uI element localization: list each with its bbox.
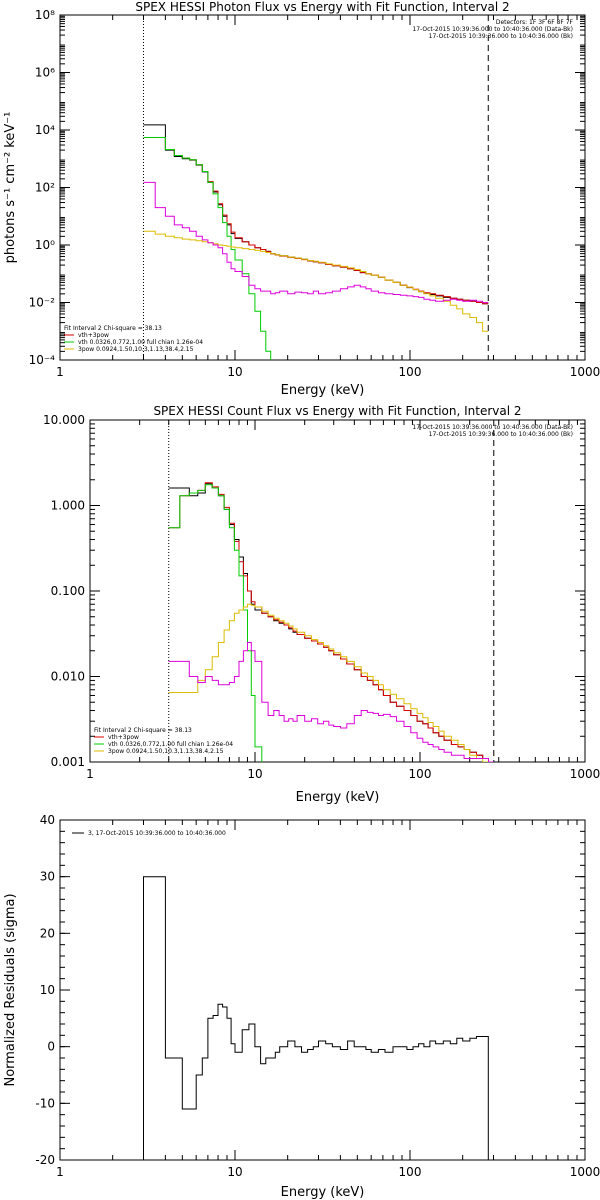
series-line-0 — [168, 483, 494, 762]
header-info-line: 17-Oct-2015 10:39:36.000 to 10:40:36.000… — [429, 33, 573, 40]
y-tick-label: 10.000 — [43, 413, 85, 427]
series-line-0 — [143, 124, 489, 305]
series-line-2 — [168, 484, 269, 762]
series-line-2 — [143, 137, 272, 360]
y-tick-label: 1.000 — [51, 499, 85, 513]
x-tick-label: 100 — [399, 1165, 422, 1179]
y-tick-label: 10⁸ — [35, 8, 55, 22]
header-info-line: 17-Oct-2015 10:39:36.000 to 10:40:36.000… — [412, 26, 573, 33]
legend-label: vth+3pow — [108, 734, 139, 741]
y-tick-label: 10⁶ — [35, 66, 55, 80]
x-tick-label: 10 — [227, 1165, 242, 1179]
x-axis-label: Energy (keV) — [281, 1185, 365, 1200]
x-tick-label: 100 — [399, 365, 422, 379]
series-group — [143, 876, 489, 1160]
y-tick-label: 10⁻² — [29, 296, 56, 310]
series-group — [168, 482, 495, 762]
plot-frame — [89, 419, 586, 763]
legend-label: 3, 17-Oct-2015 10:39:36.000 to 10:40:36.… — [88, 830, 226, 837]
x-axis-label: Energy (keV) — [296, 790, 380, 805]
series-line-0 — [143, 876, 489, 1160]
y-tick-label: 10⁻⁴ — [29, 353, 56, 367]
header-info-line: Detectors: 1F 3F 6F 8F 7F — [496, 19, 574, 26]
series-line-4 — [168, 642, 494, 762]
y-tick-label: 0 — [47, 1040, 55, 1054]
legend-label: vth 0.0326,0.772,1.00 full chian 1.26e-0… — [108, 741, 233, 748]
y-tick-label: 20 — [40, 926, 55, 940]
y-tick-label: 10⁴ — [35, 123, 55, 137]
legend-label: 3pow 0.0924,1.50,10.3,1.13,38.4,2.15 — [78, 346, 194, 353]
y-axis-label: Normalized Residuals (sigma) — [3, 893, 18, 1086]
photon-flux-panel: SPEX HESSI Photon Flux vs Energy with Fi… — [3, 0, 600, 398]
header-info-line: 17-Oct-2015 10:39:36.000 to 10:40:36.000… — [429, 431, 573, 438]
y-tick-label: 0.100 — [51, 584, 85, 598]
x-tick-label: 1 — [86, 767, 94, 781]
header-info-line: 17-Oct-2015 10:39:36.000 to 10:40:36.000… — [412, 424, 573, 431]
y-tick-label: 30 — [40, 870, 55, 884]
plot-frame — [59, 819, 586, 1161]
x-tick-label: 100 — [409, 767, 432, 781]
legend-label: vth 0.0326,0.772,1.00 full chian 1.26e-0… — [78, 339, 203, 346]
y-tick-label: 0.001 — [51, 755, 85, 769]
fit-interval-label: Fit Interval 2 Chi-square = 38.13 — [94, 727, 192, 734]
legend-label: 3pow 0.0924,1.50,10.3,1.13,38.4,2.15 — [108, 748, 224, 755]
x-tick-label: 1 — [56, 365, 64, 379]
series-line-4 — [143, 181, 489, 303]
series-line-3 — [143, 230, 489, 332]
y-tick-label: 10² — [35, 181, 55, 195]
chart-title: SPEX HESSI Count Flux vs Energy with Fit… — [153, 404, 521, 418]
x-tick-label: 1000 — [570, 767, 600, 781]
y-tick-label: -10 — [35, 1096, 55, 1110]
x-tick-label: 1 — [56, 1165, 64, 1179]
x-tick-label: 1000 — [570, 365, 600, 379]
legend-label: vth+3pow — [78, 332, 109, 339]
series-line-3 — [168, 603, 495, 762]
chart-title: SPEX HESSI Photon Flux vs Energy with Fi… — [135, 0, 509, 14]
y-axis-label: photons s⁻¹ cm⁻² keV⁻¹ — [3, 112, 18, 264]
y-tick-label: 10 — [40, 983, 55, 997]
y-tick-label: 0.010 — [51, 670, 85, 684]
count-flux-panel: SPEX HESSI Count Flux vs Energy with Fit… — [43, 404, 600, 805]
x-tick-label: 1000 — [570, 1165, 600, 1179]
x-axis-label: Energy (keV) — [281, 383, 365, 398]
x-tick-label: 10 — [227, 365, 242, 379]
x-tick-label: 10 — [247, 767, 262, 781]
series-group — [143, 124, 489, 360]
fit-interval-label: Fit Interval 2 Chi-square = 38.13 — [64, 325, 162, 332]
series-line-1 — [143, 137, 489, 305]
y-tick-label: 10⁰ — [35, 238, 55, 252]
y-tick-label: -20 — [35, 1153, 55, 1167]
plot-frame — [59, 14, 586, 361]
residuals-panel: 1 10 100 1000 Energy (keV) -20 -10 0 10 20 30 40 Nor… — [3, 813, 600, 1200]
series-line-1 — [168, 482, 494, 762]
y-tick-label: 40 — [40, 813, 55, 827]
